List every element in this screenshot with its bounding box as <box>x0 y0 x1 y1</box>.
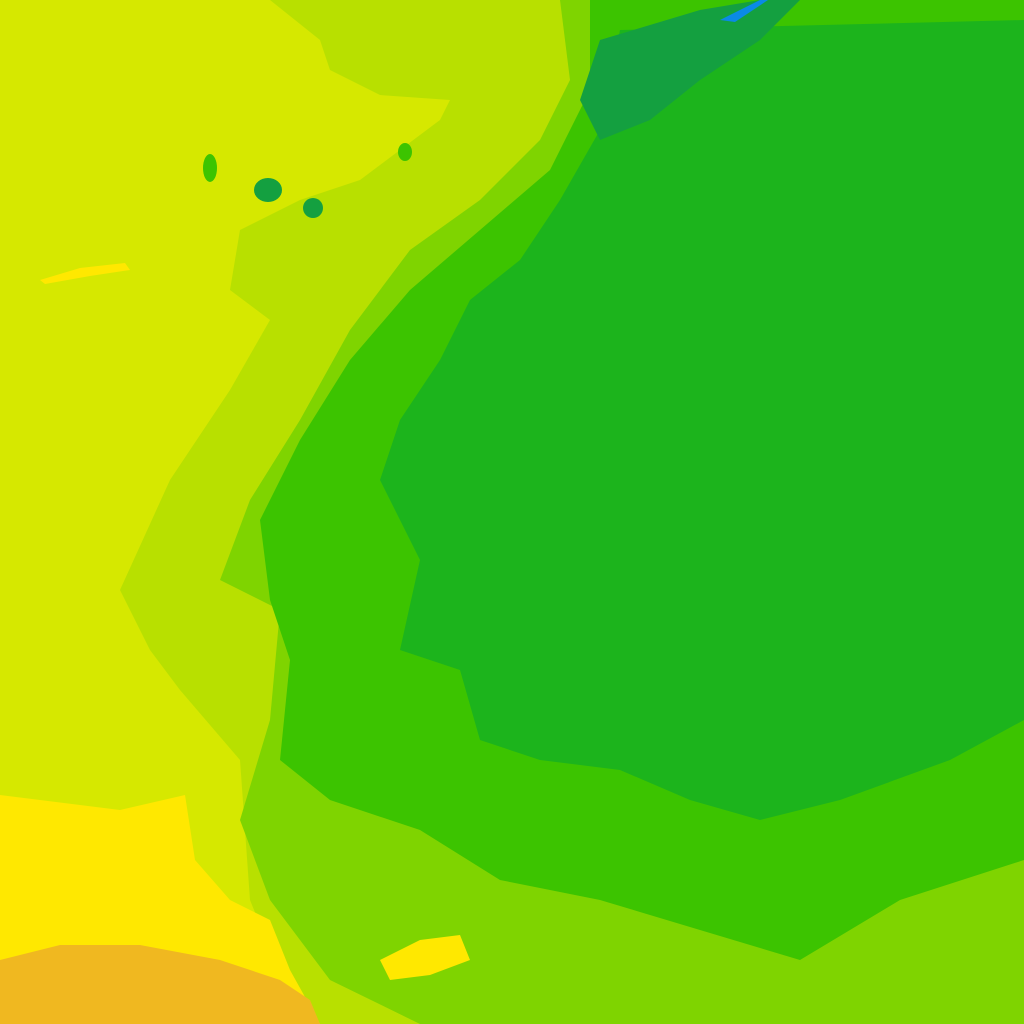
region-blue-streak <box>720 0 768 22</box>
region-teal-spot <box>254 178 282 202</box>
region-yellow-streak-west <box>40 263 130 284</box>
region-teal-north <box>580 0 800 140</box>
region-green-spot <box>203 154 217 182</box>
region-green-spot <box>398 143 412 161</box>
region-deep-green-core <box>380 20 1024 820</box>
region-orange-southwest <box>0 945 320 1024</box>
region-yellow-patch-south <box>380 935 470 980</box>
region-teal-spot <box>303 198 323 218</box>
